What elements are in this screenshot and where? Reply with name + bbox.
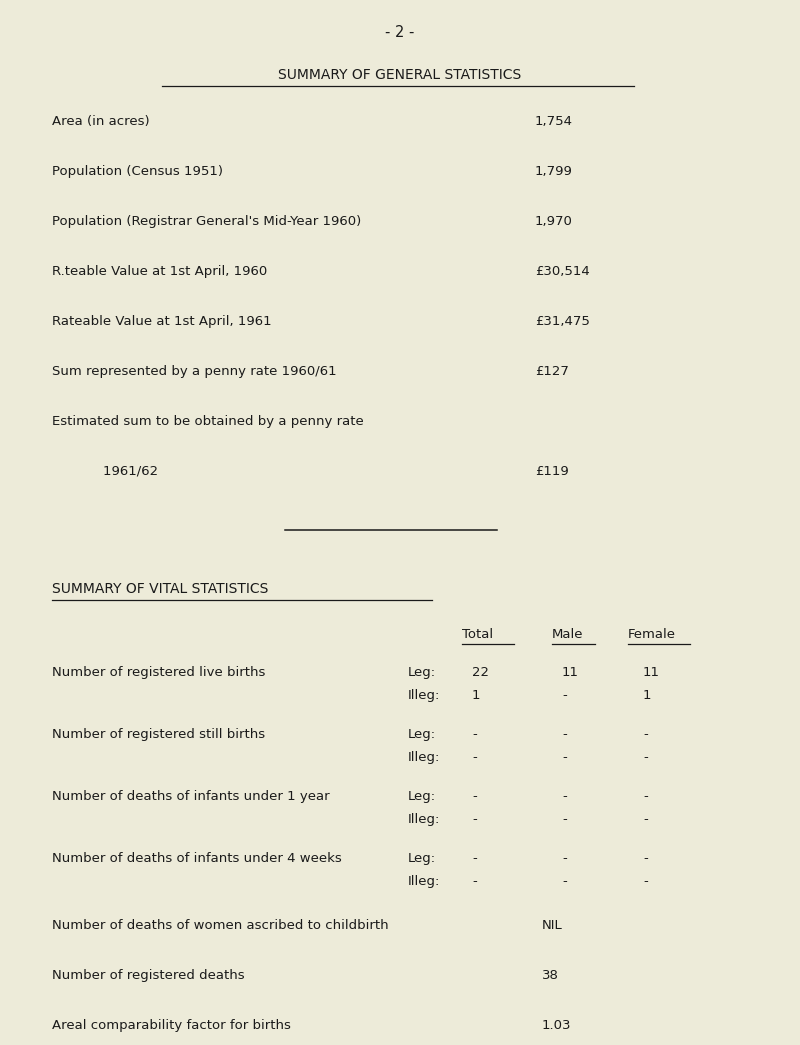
Text: £31,475: £31,475 (535, 315, 590, 328)
Text: -: - (643, 813, 648, 826)
Text: Population (Census 1951): Population (Census 1951) (52, 165, 223, 178)
Text: 11: 11 (643, 666, 660, 679)
Text: 22: 22 (472, 666, 489, 679)
Text: 1961/62: 1961/62 (52, 465, 158, 478)
Text: Number of deaths of infants under 1 year: Number of deaths of infants under 1 year (52, 790, 330, 803)
Text: 11: 11 (562, 666, 579, 679)
Text: -: - (643, 852, 648, 865)
Text: Number of registered deaths: Number of registered deaths (52, 969, 245, 982)
Text: SUMMARY OF GENERAL STATISTICS: SUMMARY OF GENERAL STATISTICS (278, 68, 522, 82)
Text: Number of registered still births: Number of registered still births (52, 728, 265, 741)
Text: 1,799: 1,799 (535, 165, 573, 178)
Text: 38: 38 (542, 969, 559, 982)
Text: £119: £119 (535, 465, 569, 478)
Text: -: - (472, 728, 477, 741)
Text: Leg:: Leg: (408, 728, 436, 741)
Text: Illeg:: Illeg: (408, 751, 440, 764)
Text: Number of deaths of infants under 4 weeks: Number of deaths of infants under 4 week… (52, 852, 342, 865)
Text: -: - (472, 813, 477, 826)
Text: -: - (562, 852, 566, 865)
Text: - 2 -: - 2 - (386, 25, 414, 40)
Text: Leg:: Leg: (408, 666, 436, 679)
Text: -: - (643, 790, 648, 803)
Text: -: - (562, 875, 566, 888)
Text: Number of registered live births: Number of registered live births (52, 666, 266, 679)
Text: 1,970: 1,970 (535, 215, 573, 228)
Text: -: - (472, 875, 477, 888)
Text: -: - (562, 689, 566, 702)
Text: NIL: NIL (542, 919, 562, 932)
Text: 1.03: 1.03 (542, 1019, 571, 1032)
Text: Female: Female (628, 628, 676, 641)
Text: -: - (562, 728, 566, 741)
Text: 1: 1 (472, 689, 481, 702)
Text: -: - (562, 813, 566, 826)
Text: Total: Total (462, 628, 493, 641)
Text: Illeg:: Illeg: (408, 689, 440, 702)
Text: Population (Registrar General's Mid-Year 1960): Population (Registrar General's Mid-Year… (52, 215, 362, 228)
Text: Sum represented by a penny rate 1960/61: Sum represented by a penny rate 1960/61 (52, 365, 337, 378)
Text: Rateable Value at 1st April, 1961: Rateable Value at 1st April, 1961 (52, 315, 272, 328)
Text: -: - (472, 852, 477, 865)
Text: -: - (472, 790, 477, 803)
Text: £127: £127 (535, 365, 569, 378)
Text: Estimated sum to be obtained by a penny rate: Estimated sum to be obtained by a penny … (52, 415, 364, 428)
Text: -: - (472, 751, 477, 764)
Text: -: - (562, 790, 566, 803)
Text: Illeg:: Illeg: (408, 813, 440, 826)
Text: 1,754: 1,754 (535, 115, 573, 127)
Text: SUMMARY OF VITAL STATISTICS: SUMMARY OF VITAL STATISTICS (52, 582, 268, 596)
Text: 1: 1 (643, 689, 651, 702)
Text: Areal comparability factor for births: Areal comparability factor for births (52, 1019, 291, 1032)
Text: Number of deaths of women ascribed to childbirth: Number of deaths of women ascribed to ch… (52, 919, 389, 932)
Text: Male: Male (552, 628, 583, 641)
Text: £30,514: £30,514 (535, 265, 590, 278)
Text: R.teable Value at 1st April, 1960: R.teable Value at 1st April, 1960 (52, 265, 267, 278)
Text: Area (in acres): Area (in acres) (52, 115, 150, 127)
Text: Leg:: Leg: (408, 852, 436, 865)
Text: Illeg:: Illeg: (408, 875, 440, 888)
Text: -: - (562, 751, 566, 764)
Text: -: - (643, 751, 648, 764)
Text: Leg:: Leg: (408, 790, 436, 803)
Text: -: - (643, 728, 648, 741)
Text: -: - (643, 875, 648, 888)
